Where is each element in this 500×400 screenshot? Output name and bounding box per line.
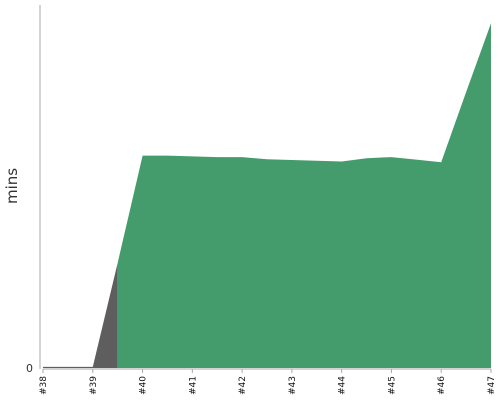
x-tick-label: #39 [89, 376, 99, 395]
x-tick-group: #38 #39 #40 #41 #42 #43 #44 #45 #46 #47 [39, 369, 497, 395]
x-tick-label: #47 [487, 376, 497, 395]
area-series-group [43, 23, 492, 368]
y-axis-label: mins [3, 168, 21, 204]
x-tick-label: #40 [139, 376, 149, 395]
x-tick-label: #38 [39, 376, 49, 395]
x-tick-label: #46 [437, 376, 447, 395]
x-tick-label: #42 [238, 376, 248, 395]
failure-area [43, 262, 118, 368]
success-area [117, 23, 492, 368]
x-tick-label: #44 [338, 376, 348, 395]
x-tick-label: #45 [387, 376, 397, 395]
x-tick-label: #43 [288, 376, 298, 395]
x-tick-label: #41 [188, 376, 198, 395]
y-tick-label-zero: 0 [26, 362, 33, 375]
